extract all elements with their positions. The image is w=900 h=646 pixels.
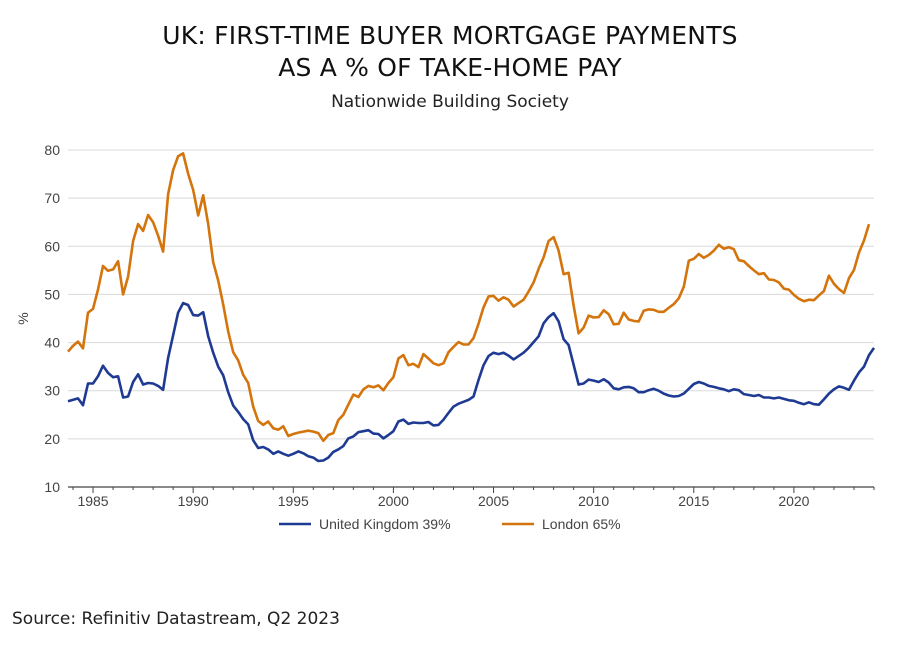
y-tick-label-10: 10 <box>44 479 60 495</box>
x-tick-label-2015: 2015 <box>678 493 709 509</box>
series-line-united-kingdom <box>67 301 876 463</box>
x-tick-label-2020: 2020 <box>778 493 809 509</box>
chart-subtitle: Nationwide Building Society <box>331 92 569 112</box>
chart-title-line-1: UK: FIRST-TIME BUYER MORTGAGE PAYMENTS <box>162 21 738 50</box>
chart-title-line-2: AS A % OF TAKE-HOME PAY <box>278 53 622 82</box>
series-lines <box>67 152 876 463</box>
y-tick-label-60: 60 <box>44 238 60 254</box>
source-note: Source: Refinitiv Datastream, Q2 2023 <box>12 609 340 629</box>
legend-label-united-kingdom: United Kingdom 39% <box>319 516 451 532</box>
y-tick-label-40: 40 <box>44 335 60 351</box>
x-tick-label-2005: 2005 <box>478 493 509 509</box>
x-tick-label-1995: 1995 <box>278 493 309 509</box>
x-tick-label-1985: 1985 <box>77 493 108 509</box>
y-tick-label-70: 70 <box>44 190 60 206</box>
x-axis: 1985 1990 1995 2000 2005 2010 2015 2020 <box>68 486 875 509</box>
x-tick-label-2010: 2010 <box>578 493 609 509</box>
y-tick-label-30: 30 <box>44 383 60 399</box>
series-line-london <box>67 152 871 443</box>
legend: United Kingdom 39% London 65% <box>279 516 621 532</box>
y-axis-tick-labels: 10 20 30 40 50 60 70 80 <box>44 142 60 495</box>
x-tick-label-1990: 1990 <box>178 493 209 509</box>
x-tick-label-2000: 2000 <box>378 493 409 509</box>
y-tick-label-20: 20 <box>44 431 60 447</box>
legend-label-london: London 65% <box>542 516 621 532</box>
y-axis-label: % <box>15 312 31 324</box>
y-tick-label-80: 80 <box>44 142 60 158</box>
y-tick-label-50: 50 <box>44 286 60 302</box>
